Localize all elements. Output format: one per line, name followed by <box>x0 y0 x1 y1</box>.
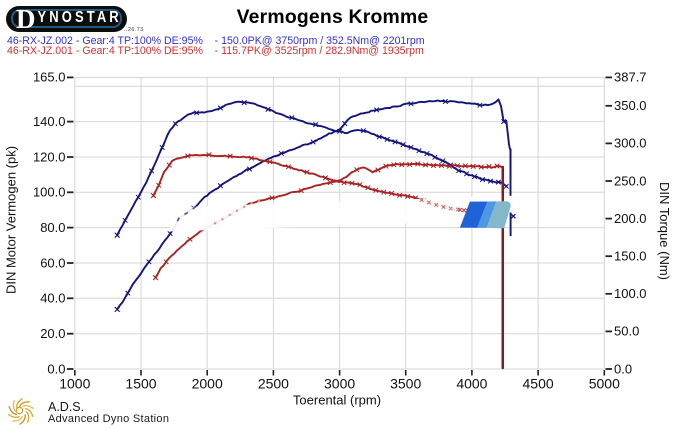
svg-text:40.0: 40.0 <box>40 291 65 306</box>
svg-text:1000: 1000 <box>59 376 90 392</box>
svg-text:Toerental (rpm): Toerental (rpm) <box>293 393 381 408</box>
svg-text:20.0: 20.0 <box>40 326 65 341</box>
svg-text:250.0: 250.0 <box>614 173 647 188</box>
svg-text:0.0: 0.0 <box>47 361 65 376</box>
svg-text:200.0: 200.0 <box>614 211 647 226</box>
svg-text:3500: 3500 <box>390 376 421 392</box>
svg-text:0.0: 0.0 <box>614 361 632 376</box>
svg-text:350.0: 350.0 <box>614 98 647 113</box>
svg-text:120.0: 120.0 <box>33 149 66 164</box>
svg-text:150.0: 150.0 <box>614 249 647 264</box>
svg-text:3000: 3000 <box>324 376 355 392</box>
svg-text:300.0: 300.0 <box>614 136 647 151</box>
svg-text:1500: 1500 <box>125 376 156 392</box>
svg-text:4000: 4000 <box>456 376 487 392</box>
svg-text:100.0: 100.0 <box>33 185 66 200</box>
svg-text:2000: 2000 <box>192 376 223 392</box>
svg-text:DIN Motor Vermogen (pk): DIN Motor Vermogen (pk) <box>4 146 19 294</box>
svg-text:387.7: 387.7 <box>614 70 647 85</box>
svg-text:4500: 4500 <box>523 376 554 392</box>
svg-text:2500: 2500 <box>258 376 289 392</box>
svg-text:80.0: 80.0 <box>40 220 65 235</box>
svg-text:60.0: 60.0 <box>40 255 65 270</box>
svg-text:140.0: 140.0 <box>33 114 66 129</box>
svg-text:165.0: 165.0 <box>33 70 66 85</box>
svg-text:100.0: 100.0 <box>614 286 647 301</box>
svg-text:5000: 5000 <box>589 376 620 392</box>
svg-text:50.0: 50.0 <box>614 324 639 339</box>
svg-text:DIN Torque (Nm): DIN Torque (Nm) <box>657 182 672 280</box>
